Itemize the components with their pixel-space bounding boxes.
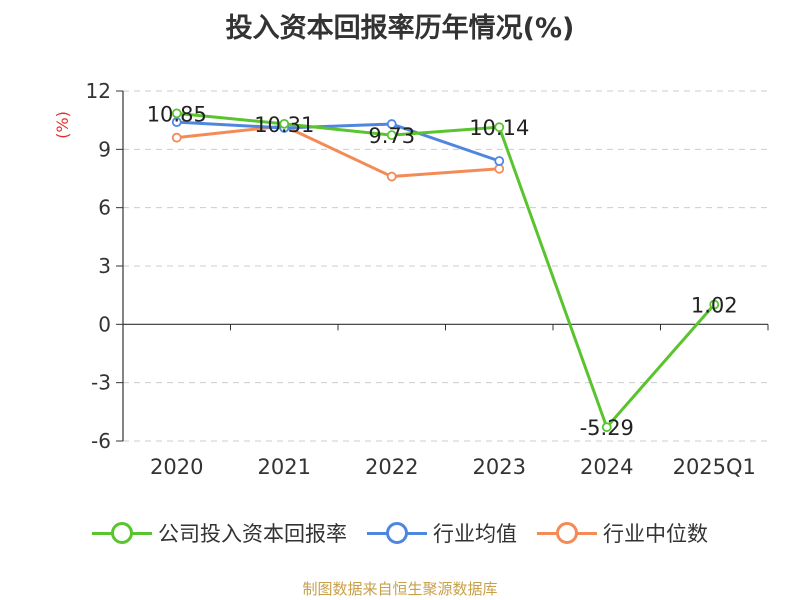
legend-marker-industry-mean (367, 521, 427, 545)
x-tick-label: 2021 (258, 455, 311, 479)
legend-label-industry-mean: 行业均值 (433, 522, 517, 546)
data-label: -5.29 (580, 416, 634, 440)
data-point (709, 299, 720, 310)
data-point (494, 156, 505, 166)
y-tick-label: -3 (91, 371, 111, 395)
series-line (176, 111, 716, 429)
source-note: 制图数据来自恒生聚源数据库 (302, 580, 498, 598)
legend-marker-industry-median (537, 521, 597, 545)
legend-item-company[interactable]: 公司投入资本回报率 (92, 518, 347, 548)
data-point (171, 132, 182, 143)
legend-label-company: 公司投入资本回报率 (158, 522, 347, 546)
data-point (601, 422, 612, 433)
x-tick-label: 2024 (580, 455, 633, 479)
y-tick-label: 12 (86, 79, 111, 103)
y-tick-label: 0 (98, 312, 111, 336)
y-tick-label: 9 (98, 137, 111, 161)
data-label: 9.73 (368, 124, 415, 148)
legend: 公司投入资本回报率 行业均值 行业中位数 (0, 518, 800, 548)
grid-lines (123, 90, 768, 442)
series-line (176, 120, 500, 163)
data-label: 10.85 (147, 102, 207, 126)
series-lines (171, 108, 720, 433)
data-point (279, 118, 290, 129)
legend-item-industry-median[interactable]: 行业中位数 (537, 518, 708, 548)
chart-title: 投入资本回报率历年情况(%) (225, 13, 575, 44)
data-point (386, 119, 397, 129)
data-label: 10.31 (254, 113, 314, 137)
data-point (171, 108, 182, 119)
x-tick-label: 2022 (365, 455, 418, 479)
x-tick-label: 2025Q1 (673, 455, 756, 479)
data-labels: 10.85 10.31 9.73 10.14 -5.29 1.02 (147, 102, 738, 440)
data-point (386, 171, 397, 182)
data-point (386, 130, 397, 141)
x-tick-label: 2020 (150, 455, 203, 479)
data-label: 10.14 (469, 116, 529, 140)
legend-item-industry-mean[interactable]: 行业均值 (367, 518, 517, 548)
axes: 12 9 6 3 0 -3 -6 2020 2021 2022 2023 2024 2025Q1 (%) (53, 79, 769, 479)
y-tick-label: -6 (91, 429, 111, 453)
data-label: 1.02 (691, 294, 738, 318)
legend-label-industry-median: 行业中位数 (603, 522, 708, 546)
y-tick-label: 3 (98, 254, 111, 278)
data-point (494, 163, 505, 174)
data-point (494, 122, 505, 133)
x-tick-label: 2023 (473, 455, 526, 479)
y-tick-label: 6 (98, 196, 111, 220)
series-line (176, 124, 500, 179)
y-axis-label: (%) (53, 111, 72, 139)
legend-marker-company (92, 521, 152, 545)
